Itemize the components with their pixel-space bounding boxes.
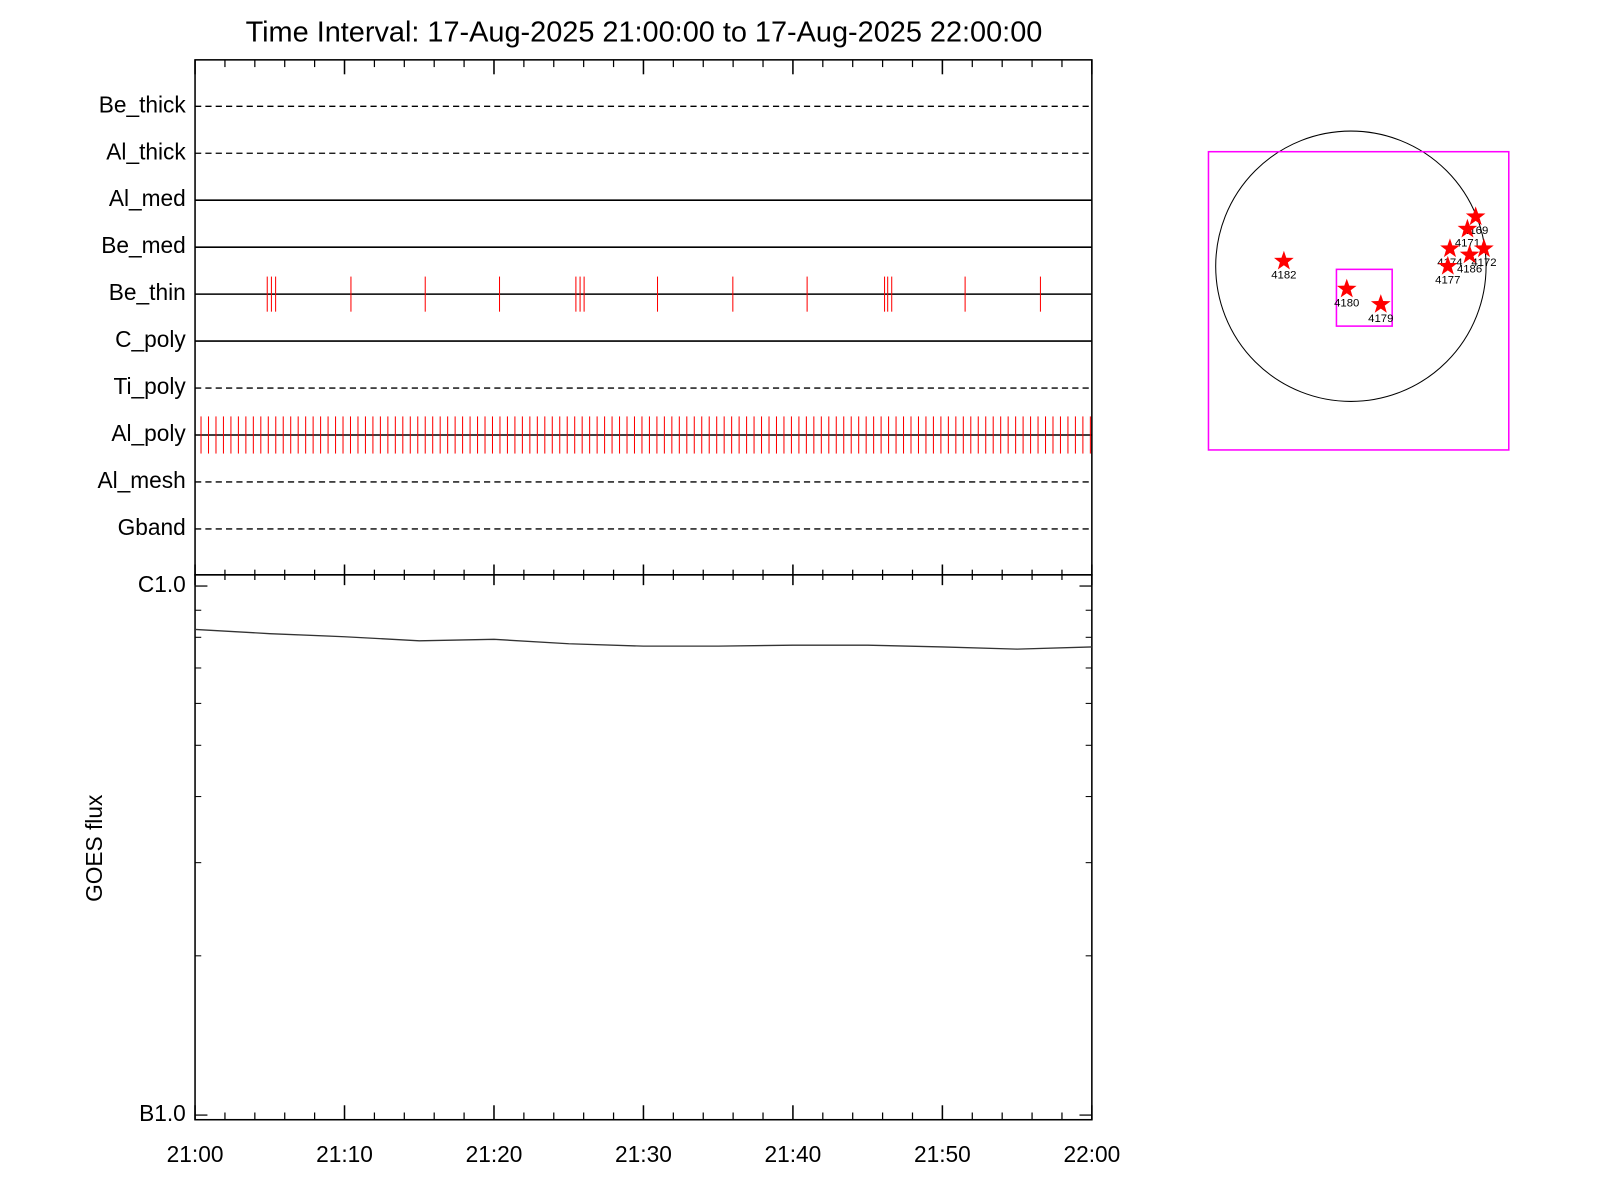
row-label: Al_thick bbox=[106, 138, 186, 164]
x-tick-label: 21:20 bbox=[466, 1141, 523, 1167]
solar-disk bbox=[1215, 130, 1487, 402]
region-star bbox=[1370, 294, 1391, 313]
region-label: 4186 bbox=[1457, 263, 1482, 275]
region-label: 4179 bbox=[1368, 313, 1393, 325]
row-label: C_poly bbox=[115, 326, 186, 352]
chart-title: Time Interval: 17-Aug-2025 21:00:00 to 1… bbox=[246, 17, 1043, 49]
region-label: 4180 bbox=[1334, 297, 1359, 309]
row-label: Al_mesh bbox=[97, 467, 185, 493]
region-star bbox=[1336, 278, 1357, 298]
region-star bbox=[1459, 244, 1480, 264]
x-tick-label: 21:30 bbox=[615, 1141, 672, 1167]
flux-line bbox=[195, 628, 1092, 650]
region-label: 4177 bbox=[1435, 275, 1460, 287]
row-label: Gband bbox=[118, 514, 186, 540]
region-star bbox=[1274, 250, 1294, 270]
row-label: Be_thin bbox=[109, 279, 186, 305]
region-label: 4182 bbox=[1271, 270, 1296, 282]
row-label: Be_thick bbox=[99, 91, 187, 117]
event-panel-frame bbox=[194, 59, 1093, 576]
x-tick-label: 21:10 bbox=[316, 1141, 373, 1167]
x-tick-label: 21:40 bbox=[765, 1141, 822, 1167]
field-of-view bbox=[1207, 150, 1510, 451]
region-star bbox=[1440, 238, 1460, 258]
region-star bbox=[1465, 206, 1486, 226]
plot-root: Time Interval: 17-Aug-2025 21:00:00 to 1… bbox=[81, 17, 1510, 1167]
x-tick-label: 22:00 bbox=[1063, 1141, 1120, 1167]
y-tick-label: C1.0 bbox=[138, 571, 186, 597]
flux-panel-frame bbox=[194, 574, 1093, 1121]
row-label: Ti_poly bbox=[113, 373, 186, 399]
region-star bbox=[1474, 238, 1494, 258]
row-label: Al_med bbox=[109, 185, 186, 211]
y-axis-label: GOES flux bbox=[81, 794, 107, 902]
row-label: Al_poly bbox=[111, 420, 186, 446]
row-label: Be_med bbox=[101, 232, 186, 258]
region-star bbox=[1457, 218, 1478, 238]
region-label: 4172 bbox=[1471, 257, 1496, 269]
x-tick-label: 21:00 bbox=[167, 1141, 224, 1167]
x-tick-label: 21:50 bbox=[914, 1141, 971, 1167]
region-label: 4171 bbox=[1455, 238, 1480, 250]
sub-field bbox=[1335, 268, 1393, 327]
region-star bbox=[1437, 255, 1458, 275]
y-tick-label: B1.0 bbox=[139, 1100, 186, 1126]
